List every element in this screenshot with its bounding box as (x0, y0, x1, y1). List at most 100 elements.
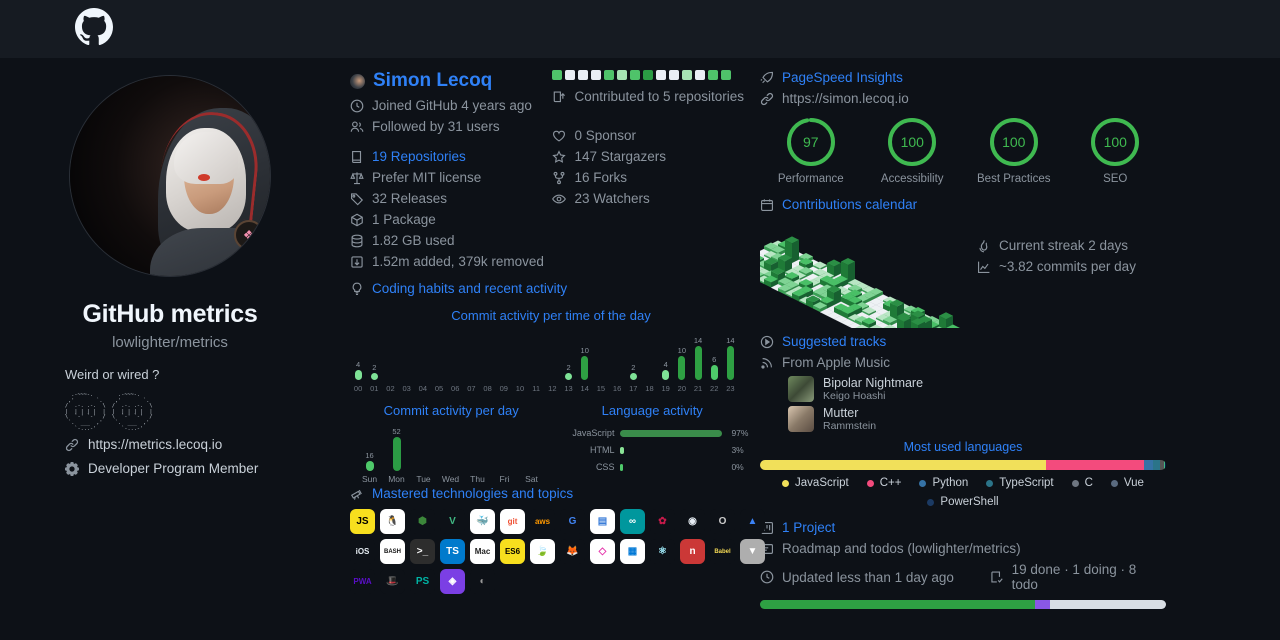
ps-icon[interactable]: PS (410, 569, 435, 594)
pagespeed-gauge: 100 (1089, 116, 1141, 168)
license-row: Prefer MIT license (350, 170, 552, 185)
contribution-squares (552, 70, 752, 80)
coding-habits-row[interactable]: Coding habits and recent activity (350, 281, 752, 296)
database-icon[interactable]: ▤ (590, 509, 615, 534)
contribution-square (656, 70, 667, 80)
hour-axis-label: 11 (532, 384, 541, 393)
technologies-row[interactable]: Mastered technologies and topics (350, 486, 752, 501)
language-activity-name: JavaScript (572, 428, 615, 438)
calendar-cell (848, 284, 862, 292)
arduino-icon[interactable]: ∞ (620, 509, 645, 534)
contribution-square (643, 70, 654, 80)
pagespeed-gauge: 97 (785, 116, 837, 168)
telescope-icon (350, 489, 362, 500)
opera-icon[interactable]: O (710, 509, 735, 534)
tracks-source-row: From Apple Music (760, 355, 1166, 370)
track-name: Mutter (823, 406, 859, 420)
calendar-cell (897, 314, 911, 322)
raspberry-pi-icon[interactable]: ✿ (650, 509, 675, 534)
windows-icon[interactable]: ▦ (620, 539, 645, 564)
calendar-row[interactable]: Contributions calendar (760, 197, 1166, 212)
track-item[interactable]: Bipolar Nightmare Keigo Hoashi (760, 376, 1166, 402)
tracks-row[interactable]: Suggested tracks (760, 334, 1166, 349)
streak-label: Current streak 2 days (999, 238, 1129, 253)
ios-icon[interactable]: iOS (350, 539, 375, 564)
lightbulb-icon (352, 282, 362, 295)
github-icon[interactable]: ◉ (680, 509, 705, 534)
typescript-icon[interactable]: TS (440, 539, 465, 564)
pagespeed-row[interactable]: PageSpeed Insights (760, 70, 1166, 85)
hour-bar-column (641, 336, 657, 380)
redhat-icon[interactable]: 🎩 (380, 569, 405, 594)
github-logo-icon[interactable] (75, 7, 113, 51)
streak-row: Current streak 2 days (977, 238, 1136, 253)
website-row[interactable]: https://metrics.lecoq.io (65, 437, 275, 452)
pagespeed-gauge: 100 (988, 116, 1040, 168)
language-activity-row: CSS 0% (552, 462, 752, 472)
aws-icon[interactable]: aws (530, 509, 555, 534)
hour-bar (694, 346, 702, 380)
pwa-icon[interactable]: PWA (350, 569, 375, 594)
track-artwork (788, 406, 814, 432)
database-icon (351, 234, 363, 247)
technology-icons-grid: JS 🐧 ⬢ V 🐳 git aws G ▤ ∞ ✿ ◉ O ▲ iOS BASH >_ TS Mac ES6 🍃 🦊 ◇ ▦… (350, 509, 770, 594)
docker-icon[interactable]: 🐳 (470, 509, 495, 534)
calendar-cell (862, 307, 876, 314)
day-bar-column (491, 426, 518, 471)
pagespeed-url-row[interactable]: https://simon.lecoq.io (760, 91, 1166, 106)
pagespeed-score-item: 100 Best Practices (963, 116, 1065, 185)
pagespeed-url: https://simon.lecoq.io (782, 91, 909, 106)
graphql-icon[interactable]: ◇ (590, 539, 615, 564)
technologies-label: Mastered technologies and topics (372, 486, 574, 501)
commit-activity-day-chart: 16 52 Sun Mon Tue Wed Thu Fri Sat (350, 426, 540, 484)
vercel-icon[interactable]: ▲ (740, 509, 765, 534)
bash-icon[interactable]: BASH (380, 539, 405, 564)
disk-label: 1.82 GB used (372, 233, 455, 248)
hour-bar (726, 346, 734, 380)
project-row[interactable]: 1 Project (760, 520, 1166, 535)
language-legend-label: TypeScript (999, 477, 1054, 489)
language-activity-percent: 97% (731, 428, 749, 438)
language-legend-item: TypeScript (986, 477, 1054, 489)
vue-icon[interactable]: V (440, 509, 465, 534)
repositories-row[interactable]: 19 Repositories (350, 149, 552, 164)
track-name: Bipolar Nightmare (823, 376, 924, 390)
electron-icon[interactable]: ⚛ (650, 539, 675, 564)
package-icon (351, 213, 363, 226)
language-legend-label: Vue (1123, 477, 1144, 489)
sketch-icon[interactable]: ◈ (440, 569, 465, 594)
track-item[interactable]: Mutter Rammstein (760, 406, 1166, 432)
google-icon[interactable]: G (560, 509, 585, 534)
firefox-icon[interactable]: 🦊 (560, 539, 585, 564)
hour-axis-label: 15 (596, 384, 606, 393)
javascript-icon[interactable]: JS (350, 509, 375, 534)
gear-icon[interactable]: ◐ (470, 569, 495, 594)
nodejs-icon[interactable]: ⬢ (410, 509, 435, 534)
mongodb-icon[interactable]: 🍃 (530, 539, 555, 564)
license-label: Prefer MIT license (372, 170, 482, 185)
vuetify-icon[interactable]: ▼ (740, 539, 765, 564)
calendar-cell (841, 307, 855, 314)
diff-row: 1.52m added, 379k removed (350, 254, 552, 269)
day-axis-label: Thu (470, 474, 485, 484)
project-progress-segment (1035, 600, 1050, 609)
packages-label: 1 Package (372, 212, 436, 227)
project-counts: 19 done · 1 doing · 8 todo (1011, 562, 1137, 592)
hour-bar (581, 355, 589, 380)
babel-icon[interactable]: Babel (710, 539, 735, 564)
profile-name-row[interactable]: Simon Lecoq (350, 70, 552, 92)
pagespeed-gauge: 100 (886, 116, 938, 168)
linux-icon[interactable]: 🐧 (380, 509, 405, 534)
macos-icon[interactable]: Mac (470, 539, 495, 564)
calendar-block (936, 326, 942, 328)
hour-chart-title: Commit activity per time of the day (451, 308, 651, 323)
npm-icon[interactable]: n (680, 539, 705, 564)
gear-icon (65, 461, 79, 476)
es6-icon[interactable]: ES6 (500, 539, 525, 564)
most-used-languages-legend: JavaScript C++ Python TypeScript C Vue PowerSh… (760, 477, 1166, 508)
git-icon[interactable]: git (500, 509, 525, 534)
hour-bar-value: 2 (631, 363, 636, 372)
hour-bar-value: 10 (580, 345, 589, 355)
terminal-icon[interactable]: >_ (410, 539, 435, 564)
language-legend-dot (927, 498, 935, 506)
